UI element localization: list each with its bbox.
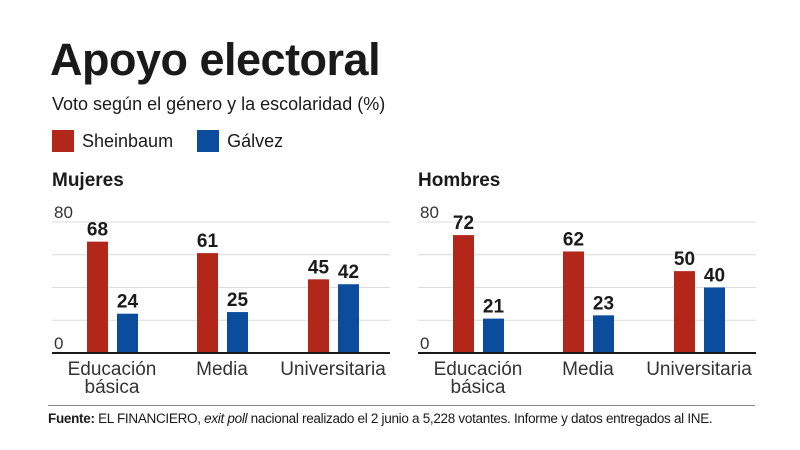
category-label: Educación xyxy=(434,359,523,380)
category-label: básica xyxy=(85,377,140,398)
bar-sheinbaum xyxy=(87,241,108,353)
source-note: Fuente: EL FINANCIERO, exit poll naciona… xyxy=(48,411,713,426)
chart-title: Apoyo electoral xyxy=(50,34,381,85)
data-label: 24 xyxy=(117,292,139,313)
data-label: 72 xyxy=(453,213,474,234)
data-label: 42 xyxy=(338,262,359,283)
bar-sheinbaum xyxy=(563,251,584,353)
data-label: 25 xyxy=(227,290,249,311)
data-label: 62 xyxy=(563,229,584,250)
panel-title-mujeres: Mujeres xyxy=(52,170,124,191)
bar-galvez xyxy=(593,315,614,353)
legend-item-galvez: Gálvez xyxy=(197,130,283,152)
source-italic: exit poll xyxy=(204,411,248,426)
legend: Sheinbaum Gálvez xyxy=(52,130,307,152)
data-label: 23 xyxy=(593,293,614,314)
chart-subtitle: Voto según el género y la escolaridad (%… xyxy=(52,94,386,114)
category-label: Media xyxy=(562,359,614,380)
y-tick-label: 80 xyxy=(54,203,73,222)
category-label: Universitaria xyxy=(280,359,386,380)
source-text-2: nacional realizado el 2 junio a 5,228 vo… xyxy=(247,411,713,426)
y-tick-label: 80 xyxy=(420,203,439,222)
legend-label: Gálvez xyxy=(227,130,284,151)
footer-divider xyxy=(48,405,755,406)
category-label: básica xyxy=(451,377,506,398)
source-label: Fuente: xyxy=(48,411,95,426)
category-label: Educación xyxy=(68,359,157,380)
bar-galvez xyxy=(338,284,359,353)
bar-sheinbaum xyxy=(453,235,474,353)
bar-galvez xyxy=(117,313,138,353)
data-label: 68 xyxy=(87,220,108,241)
legend-swatch-sheinbaum xyxy=(52,130,74,152)
y-tick-label: 0 xyxy=(420,334,429,353)
panel-title-hombres: Hombres xyxy=(418,170,501,191)
bar-sheinbaum xyxy=(308,279,329,353)
legend-swatch-galvez xyxy=(197,130,220,152)
data-label: 61 xyxy=(197,231,219,252)
legend-item-sheinbaum: Sheinbaum xyxy=(52,130,173,152)
data-label: 50 xyxy=(674,249,695,270)
source-text: EL FINANCIERO, xyxy=(94,411,205,426)
y-tick-label: 0 xyxy=(54,334,63,353)
category-label: Media xyxy=(196,359,248,380)
category-label: Universitaria xyxy=(646,359,752,380)
bar-sheinbaum xyxy=(674,271,695,353)
bar-galvez xyxy=(227,312,248,353)
bar-galvez xyxy=(483,318,504,353)
bar-sheinbaum xyxy=(197,253,218,353)
data-label: 40 xyxy=(704,266,725,287)
data-label: 45 xyxy=(308,257,330,278)
bar-galvez xyxy=(704,287,725,353)
legend-label: Sheinbaum xyxy=(82,130,174,151)
data-label: 21 xyxy=(483,297,505,318)
